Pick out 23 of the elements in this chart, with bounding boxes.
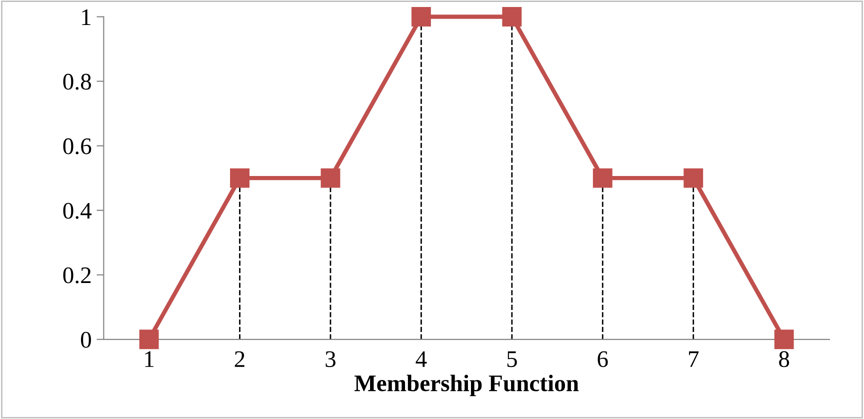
point xyxy=(774,330,794,350)
point xyxy=(684,168,704,188)
y-tick-label: 0.6 xyxy=(63,138,92,154)
x-tick-label: 7 xyxy=(689,351,699,367)
y-tick-label: 1 xyxy=(82,9,90,25)
x-tick-label: 1 xyxy=(145,351,154,367)
y-tick-label: 0 xyxy=(80,332,91,348)
point xyxy=(592,168,612,188)
point xyxy=(320,168,340,188)
point xyxy=(230,168,250,188)
y-tick-label: 0.2 xyxy=(63,267,91,284)
x-tick-label: 2 xyxy=(234,351,244,367)
point xyxy=(411,7,431,26)
x-tick-label: 5 xyxy=(507,351,517,368)
x-axis-title: Membership Function xyxy=(354,374,579,396)
y-tick-label: 0.4 xyxy=(63,202,92,219)
x-tick-label: 6 xyxy=(598,351,608,368)
point xyxy=(139,330,159,350)
x-tick-label: 3 xyxy=(326,351,336,368)
y-tick-label: 0.8 xyxy=(63,74,91,90)
point xyxy=(502,7,522,26)
x-tick-label: 8 xyxy=(779,351,790,368)
x-tick-label: 4 xyxy=(416,351,427,367)
